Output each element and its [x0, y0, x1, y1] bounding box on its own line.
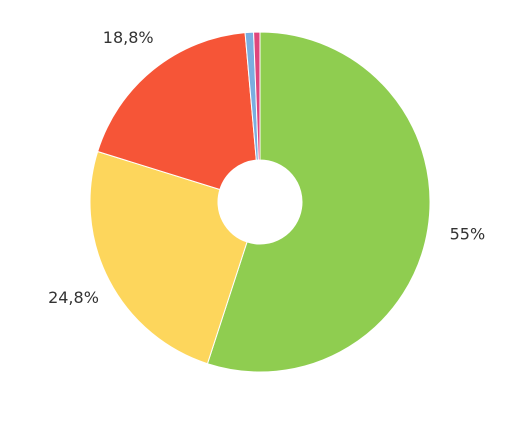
- data-label: 18,8%: [103, 28, 154, 47]
- slice: [89, 150, 248, 365]
- slice: [206, 31, 431, 373]
- data-label: 55%: [450, 224, 486, 243]
- data-label: 24,8%: [48, 288, 99, 307]
- slice: [97, 32, 257, 191]
- slice: [253, 31, 261, 161]
